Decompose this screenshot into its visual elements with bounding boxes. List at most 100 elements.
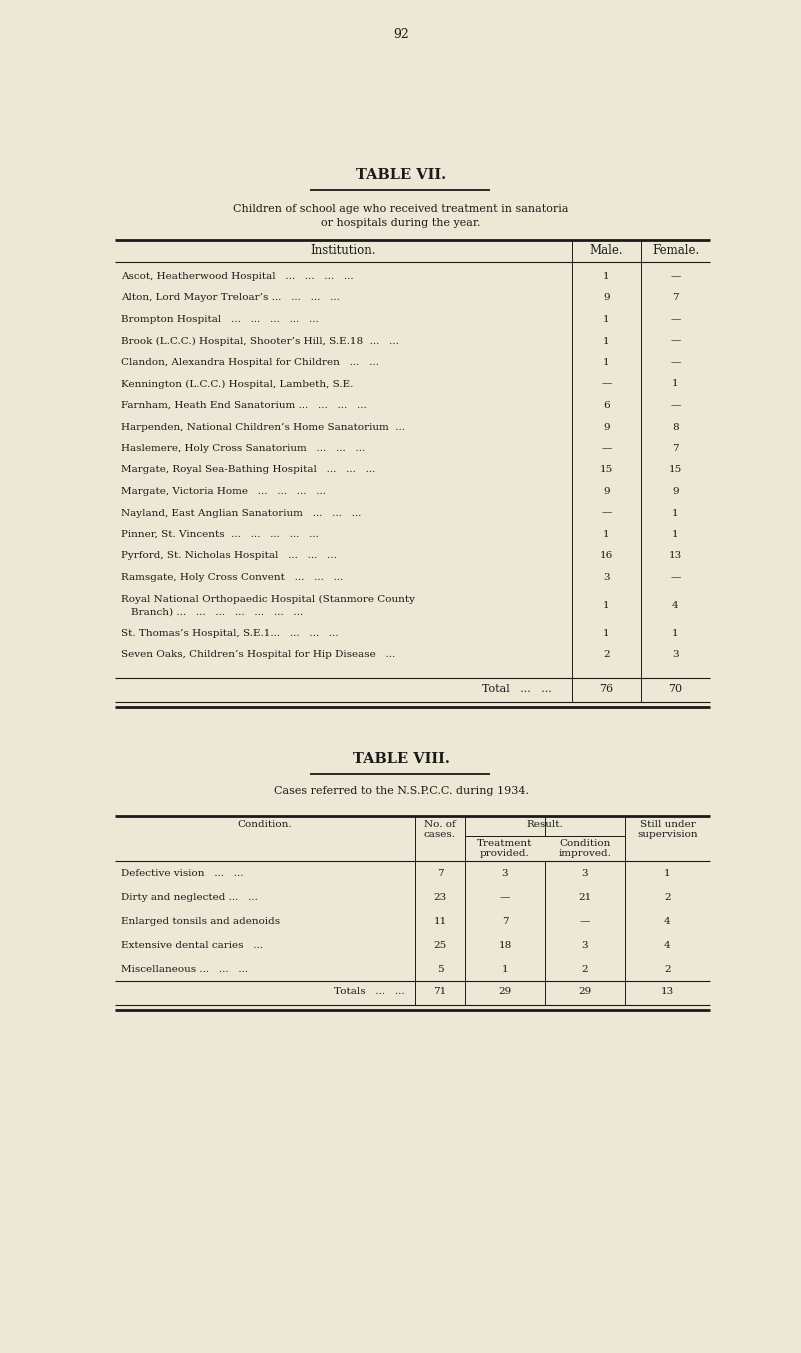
Text: Royal National Orthopaedic Hospital (Stanmore County: Royal National Orthopaedic Hospital (Sta… — [121, 594, 415, 603]
Text: 71: 71 — [433, 986, 447, 996]
Text: 5: 5 — [437, 965, 443, 974]
Text: 2: 2 — [664, 965, 670, 974]
Text: 1: 1 — [603, 315, 610, 323]
Text: —: — — [670, 315, 681, 323]
Text: Brompton Hospital   ...   ...   ...   ...   ...: Brompton Hospital ... ... ... ... ... — [121, 315, 319, 323]
Text: Pyrford, St. Nicholas Hospital   ...   ...   ...: Pyrford, St. Nicholas Hospital ... ... .… — [121, 552, 337, 560]
Text: No. of
cases.: No. of cases. — [424, 820, 456, 839]
Text: 7: 7 — [672, 294, 678, 303]
Text: Female.: Female. — [652, 244, 699, 257]
Text: Still under
supervision: Still under supervision — [637, 820, 698, 839]
Text: 9: 9 — [672, 487, 678, 497]
Text: 1: 1 — [603, 337, 610, 345]
Text: 18: 18 — [498, 940, 512, 950]
Text: 3: 3 — [582, 869, 588, 878]
Text: 1: 1 — [603, 601, 610, 609]
Text: —: — — [670, 574, 681, 582]
Text: Condition
improved.: Condition improved. — [558, 839, 611, 858]
Text: 8: 8 — [672, 422, 678, 432]
Text: 1: 1 — [664, 869, 670, 878]
Text: Treatment
provided.: Treatment provided. — [477, 839, 533, 858]
Text: 92: 92 — [393, 28, 409, 41]
Text: 3: 3 — [603, 574, 610, 582]
Text: St. Thomas’s Hospital, S.E.1...   ...   ...   ...: St. Thomas’s Hospital, S.E.1... ... ... … — [121, 629, 339, 637]
Text: Ramsgate, Holy Cross Convent   ...   ...   ...: Ramsgate, Holy Cross Convent ... ... ... — [121, 574, 344, 582]
Text: 11: 11 — [433, 917, 447, 925]
Text: —: — — [670, 337, 681, 345]
Text: 1: 1 — [501, 965, 509, 974]
Text: Brook (L.C.C.) Hospital, Shooter’s Hill, S.E.18  ...   ...: Brook (L.C.C.) Hospital, Shooter’s Hill,… — [121, 337, 399, 345]
Text: 21: 21 — [578, 893, 592, 902]
Text: 2: 2 — [603, 651, 610, 659]
Text: —: — — [580, 917, 590, 925]
Text: 6: 6 — [603, 400, 610, 410]
Text: —: — — [602, 509, 612, 517]
Text: Haslemere, Holy Cross Sanatorium   ...   ...   ...: Haslemere, Holy Cross Sanatorium ... ...… — [121, 444, 365, 453]
Text: 16: 16 — [600, 552, 613, 560]
Text: Ascot, Heatherwood Hospital   ...   ...   ...   ...: Ascot, Heatherwood Hospital ... ... ... … — [121, 272, 353, 281]
Text: 2: 2 — [582, 965, 588, 974]
Text: 1: 1 — [603, 629, 610, 637]
Text: —: — — [670, 400, 681, 410]
Text: 7: 7 — [672, 444, 678, 453]
Text: or hospitals during the year.: or hospitals during the year. — [321, 218, 481, 229]
Text: Clandon, Alexandra Hospital for Children   ...   ...: Clandon, Alexandra Hospital for Children… — [121, 359, 379, 367]
Text: Pinner, St. Vincents  ...   ...   ...   ...   ...: Pinner, St. Vincents ... ... ... ... ... — [121, 530, 319, 538]
Text: 1: 1 — [603, 359, 610, 367]
Text: Male.: Male. — [590, 244, 623, 257]
Text: 4: 4 — [664, 917, 670, 925]
Text: Totals   ...   ...: Totals ... ... — [334, 986, 405, 996]
Text: Dirty and neglected ...   ...: Dirty and neglected ... ... — [121, 893, 258, 902]
Text: 4: 4 — [672, 601, 678, 609]
Text: 7: 7 — [437, 869, 443, 878]
Text: Children of school age who received treatment in sanatoria: Children of school age who received trea… — [233, 204, 569, 214]
Text: 1: 1 — [672, 530, 678, 538]
Text: 7: 7 — [501, 917, 509, 925]
Text: 1: 1 — [603, 530, 610, 538]
Text: 4: 4 — [664, 940, 670, 950]
Text: Extensive dental caries   ...: Extensive dental caries ... — [121, 940, 263, 950]
Text: —: — — [602, 444, 612, 453]
Text: 9: 9 — [603, 294, 610, 303]
Text: Harpenden, National Children’s Home Sanatorium  ...: Harpenden, National Children’s Home Sana… — [121, 422, 405, 432]
Text: Seven Oaks, Children’s Hospital for Hip Disease   ...: Seven Oaks, Children’s Hospital for Hip … — [121, 651, 395, 659]
Text: 29: 29 — [578, 986, 592, 996]
Text: 13: 13 — [661, 986, 674, 996]
Text: 70: 70 — [669, 683, 682, 694]
Text: 3: 3 — [582, 940, 588, 950]
Text: TABLE VII.: TABLE VII. — [356, 168, 446, 183]
Text: 23: 23 — [433, 893, 447, 902]
Text: TABLE VIII.: TABLE VIII. — [352, 752, 449, 766]
Text: Result.: Result. — [526, 820, 563, 829]
Text: Kennington (L.C.C.) Hospital, Lambeth, S.E.: Kennington (L.C.C.) Hospital, Lambeth, S… — [121, 379, 353, 388]
Text: 15: 15 — [669, 465, 682, 475]
Text: 76: 76 — [599, 683, 614, 694]
Text: Miscellaneous ...   ...   ...: Miscellaneous ... ... ... — [121, 965, 248, 974]
Text: 1: 1 — [672, 629, 678, 637]
Text: Nayland, East Anglian Sanatorium   ...   ...   ...: Nayland, East Anglian Sanatorium ... ...… — [121, 509, 361, 517]
Text: 3: 3 — [672, 651, 678, 659]
Text: 15: 15 — [600, 465, 613, 475]
Text: 1: 1 — [672, 509, 678, 517]
Text: 3: 3 — [501, 869, 509, 878]
Text: Condition.: Condition. — [238, 820, 292, 829]
Text: Institution.: Institution. — [311, 244, 376, 257]
Text: —: — — [670, 272, 681, 281]
Text: Cases referred to the N.S.P.C.C. during 1934.: Cases referred to the N.S.P.C.C. during … — [273, 786, 529, 796]
Text: 2: 2 — [664, 893, 670, 902]
Text: —: — — [500, 893, 510, 902]
Text: —: — — [602, 379, 612, 388]
Text: Margate, Royal Sea-Bathing Hospital   ...   ...   ...: Margate, Royal Sea-Bathing Hospital ... … — [121, 465, 376, 475]
Text: 25: 25 — [433, 940, 447, 950]
Text: 1: 1 — [672, 379, 678, 388]
Text: —: — — [670, 359, 681, 367]
Text: Total   ...   ...: Total ... ... — [482, 683, 552, 694]
Text: 9: 9 — [603, 487, 610, 497]
Text: Margate, Victoria Home   ...   ...   ...   ...: Margate, Victoria Home ... ... ... ... — [121, 487, 326, 497]
Text: 29: 29 — [498, 986, 512, 996]
Text: Enlarged tonsils and adenoids: Enlarged tonsils and adenoids — [121, 917, 280, 925]
Text: Farnham, Heath End Sanatorium ...   ...   ...   ...: Farnham, Heath End Sanatorium ... ... ..… — [121, 400, 367, 410]
Text: Alton, Lord Mayor Treloar’s ...   ...   ...   ...: Alton, Lord Mayor Treloar’s ... ... ... … — [121, 294, 340, 303]
Text: Branch) ...   ...   ...   ...   ...   ...   ...: Branch) ... ... ... ... ... ... ... — [131, 607, 303, 617]
Text: 9: 9 — [603, 422, 610, 432]
